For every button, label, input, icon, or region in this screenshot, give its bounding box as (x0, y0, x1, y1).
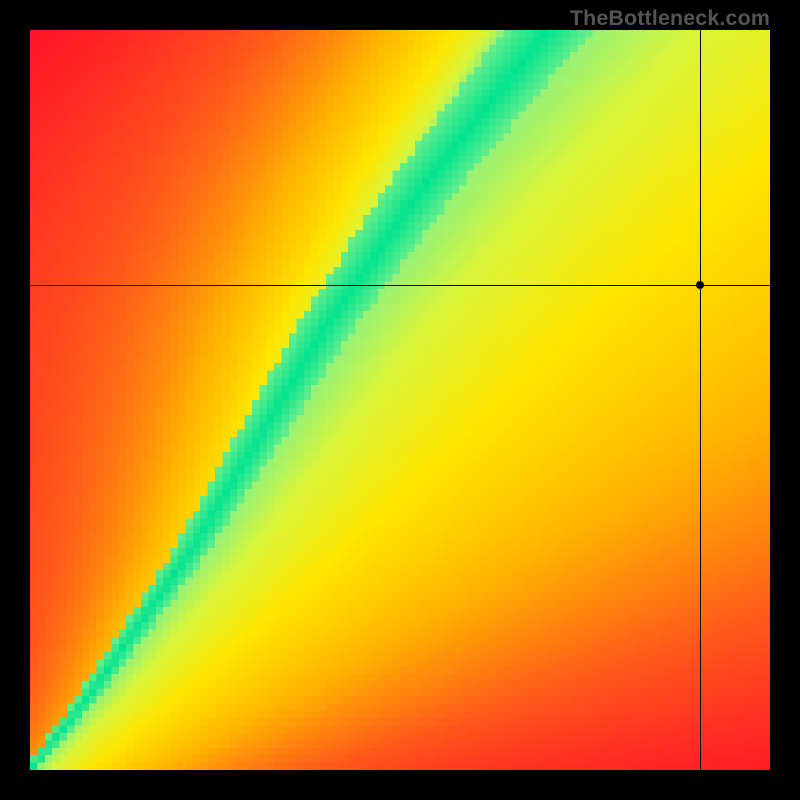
crosshair-vertical (700, 30, 701, 770)
crosshair-horizontal (30, 285, 770, 286)
crosshair-dot (696, 281, 704, 289)
plot-frame (30, 30, 770, 770)
watermark-text: TheBottleneck.com (570, 6, 770, 31)
heatmap-canvas (30, 30, 770, 770)
chart-container: TheBottleneck.com (0, 0, 800, 800)
